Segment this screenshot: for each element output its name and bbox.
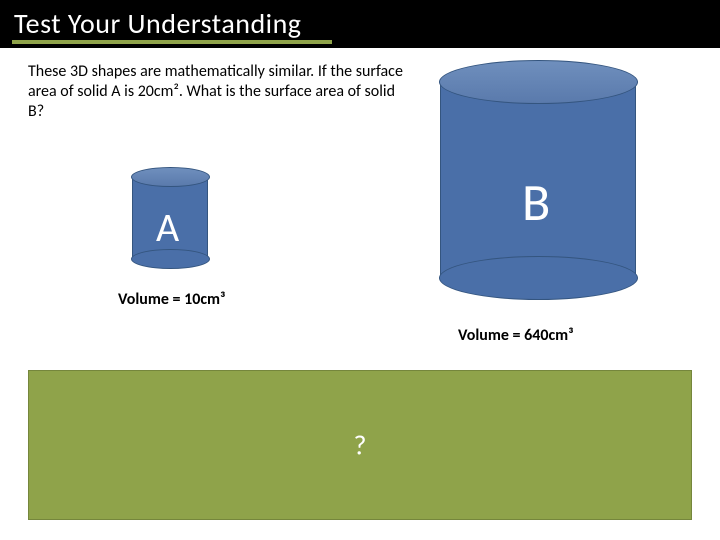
cylinder-a-bottom xyxy=(131,249,210,269)
answer-placeholder: ? xyxy=(354,428,367,463)
answer-box: ? xyxy=(28,370,692,520)
cylinder-b-label: B xyxy=(522,170,550,234)
volume-a-label: Volume = 10cm³ xyxy=(118,290,225,309)
cylinder-b-bottom xyxy=(439,256,638,300)
cylinder-a-label: A xyxy=(156,203,179,252)
cylinder-b: B xyxy=(440,60,636,300)
cylinder-a-top xyxy=(131,167,210,187)
question-text: These 3D shapes are mathematically simil… xyxy=(28,62,408,122)
title-text: Test Your Understanding xyxy=(14,6,301,41)
cylinder-b-top xyxy=(439,60,638,104)
volume-b-label: Volume = 640cm³ xyxy=(458,326,574,345)
cylinder-a: A xyxy=(132,167,208,269)
slide: Test Your Understanding These 3D shapes … xyxy=(0,0,720,540)
